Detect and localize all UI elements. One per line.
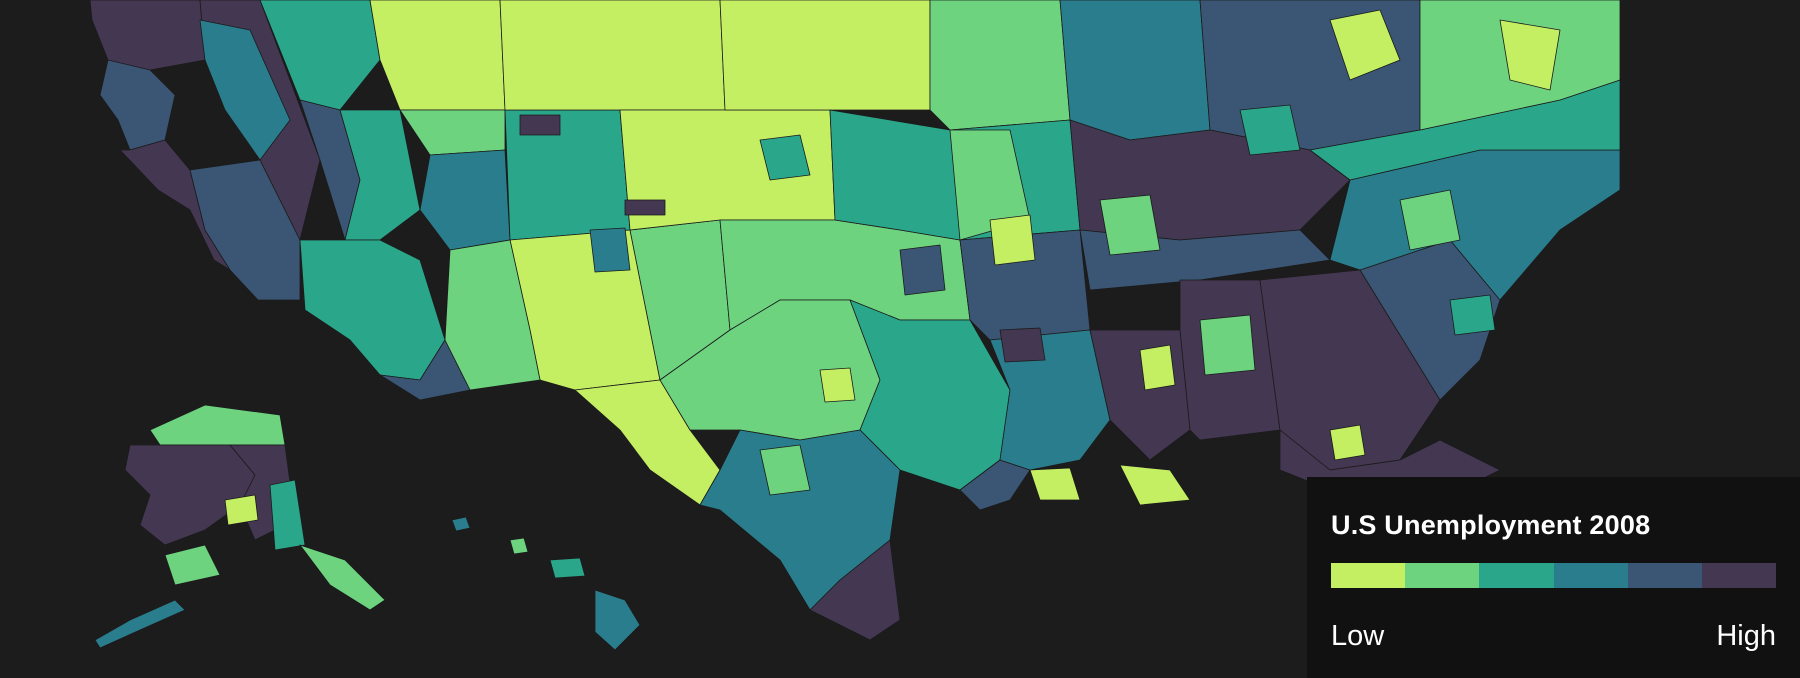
- region-patch-17: [759, 444, 811, 496]
- region-gulf-coast-texas: [959, 459, 1031, 511]
- region-mississippi: [1089, 329, 1191, 461]
- region-patch-19: [1239, 104, 1301, 156]
- conus-counties: [89, 0, 1621, 641]
- region-dakotas-south: [719, 0, 931, 111]
- alaska-counties: [94, 404, 386, 649]
- region-new-mexico-west: [444, 239, 541, 391]
- region-patch-5: [1119, 464, 1191, 506]
- map-legend: U.S Unemployment 2008 Low High: [1307, 477, 1800, 678]
- legend-low-label: Low: [1331, 620, 1385, 652]
- region-nebraska: [499, 0, 726, 111]
- region-nevada-east: [199, 19, 291, 161]
- region-patch-11: [624, 199, 666, 216]
- region-hawaii-kauai: [451, 516, 471, 532]
- legend-color-ramp: [1331, 563, 1777, 588]
- region-patch-10: [519, 114, 561, 136]
- region-rio-grande-valley: [809, 539, 901, 641]
- region-alaska-peninsula: [94, 599, 186, 649]
- legend-swatch-3: [1479, 563, 1554, 588]
- legend-swatch-2: [1405, 563, 1480, 588]
- region-hawaii-maui: [549, 557, 586, 579]
- region-patch-12: [589, 227, 631, 273]
- region-iowa: [929, 0, 1071, 131]
- region-alaska-interior: [224, 494, 259, 526]
- region-wyoming-south: [399, 109, 506, 156]
- region-patch-2: [1499, 19, 1561, 91]
- region-idaho-south: [259, 0, 381, 111]
- legend-swatch-4: [1553, 563, 1628, 588]
- region-patch-13: [759, 134, 811, 181]
- region-patch-7: [1199, 314, 1256, 376]
- region-patch-18: [819, 367, 856, 403]
- region-northern-california: [99, 59, 176, 151]
- region-alaska-southcentral: [269, 479, 306, 551]
- legend-high-label: High: [1716, 620, 1776, 652]
- region-california-valley: [119, 139, 231, 271]
- region-hawaii-oahu: [509, 537, 529, 555]
- region-indiana-ohio: [1199, 0, 1421, 151]
- region-wyoming: [369, 0, 506, 111]
- legend-swatch-6: [1701, 563, 1777, 588]
- region-patch-4: [1139, 344, 1176, 391]
- region-illinois: [1059, 0, 1211, 141]
- region-patch-16: [999, 327, 1046, 363]
- region-colorado-west: [419, 149, 511, 251]
- region-patch-1: [1329, 9, 1401, 81]
- region-florida-panhandle: [1279, 429, 1501, 491]
- region-alaska-west: [124, 444, 256, 546]
- region-patch-9: [1329, 424, 1366, 461]
- region-hawaii-big-island: [594, 589, 641, 651]
- region-arizona: [299, 239, 446, 381]
- region-alaska-kenai: [164, 544, 221, 586]
- region-alaska-north: [149, 404, 286, 446]
- region-patch-3: [1099, 194, 1161, 256]
- region-patch-8: [1399, 189, 1461, 251]
- region-patch-20: [1449, 294, 1496, 336]
- region-patch-6: [1029, 467, 1081, 501]
- region-patch-14: [899, 244, 946, 296]
- hawaii-counties: [451, 516, 641, 651]
- legend-swatch-1: [1331, 563, 1406, 588]
- region-patch-15: [989, 214, 1036, 266]
- legend-swatch-5: [1627, 563, 1702, 588]
- region-alaska-panhandle: [299, 544, 386, 611]
- legend-title: U.S Unemployment 2008: [1331, 510, 1651, 540]
